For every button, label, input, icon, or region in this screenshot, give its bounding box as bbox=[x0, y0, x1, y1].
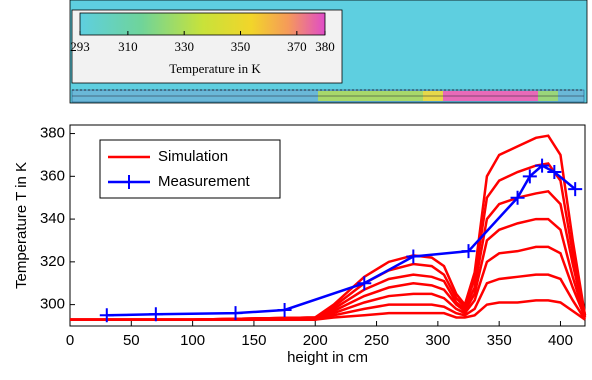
legend-label: Measurement bbox=[158, 173, 251, 190]
y-tick-label: 380 bbox=[40, 125, 65, 142]
x-tick-label: 150 bbox=[241, 332, 266, 349]
x-tick-label: 350 bbox=[487, 332, 512, 349]
x-tick-label: 100 bbox=[180, 332, 205, 349]
measurement-marker bbox=[278, 303, 292, 317]
figure: 293 310 330 350 370 380 Temperature in K 0 50 100… bbox=[0, 0, 592, 375]
x-axis-label: height in cm bbox=[287, 349, 368, 366]
y-tick-label: 300 bbox=[40, 296, 65, 313]
colorbar-tick-label: 330 bbox=[174, 39, 194, 54]
y-axis-label: Temperature T in K bbox=[13, 162, 30, 289]
colorbar-tick-label: 310 bbox=[118, 39, 138, 54]
colorbar-tick-label: 370 bbox=[287, 39, 307, 54]
simulation-line bbox=[70, 219, 585, 320]
colorbar-label: Temperature in K bbox=[169, 61, 261, 76]
y-tick-label: 340 bbox=[40, 210, 65, 227]
measurement-marker bbox=[406, 250, 420, 264]
y-tick-label: 320 bbox=[40, 253, 65, 270]
colorbar-tick-label: 350 bbox=[231, 39, 251, 54]
legend-label: Simulation bbox=[158, 148, 228, 165]
simulation-line bbox=[70, 191, 585, 319]
x-tick-label: 400 bbox=[548, 332, 573, 349]
x-tick-label: 250 bbox=[364, 332, 389, 349]
colorbar-tick-label: 293 bbox=[70, 39, 90, 54]
x-tick-label: 50 bbox=[123, 332, 140, 349]
colorbar-tick-label: 380 bbox=[315, 39, 335, 54]
x-tick-label: 0 bbox=[66, 332, 74, 349]
y-tick-label: 360 bbox=[40, 167, 65, 184]
x-tick-label: 300 bbox=[425, 332, 450, 349]
x-tick-label: 200 bbox=[303, 332, 328, 349]
